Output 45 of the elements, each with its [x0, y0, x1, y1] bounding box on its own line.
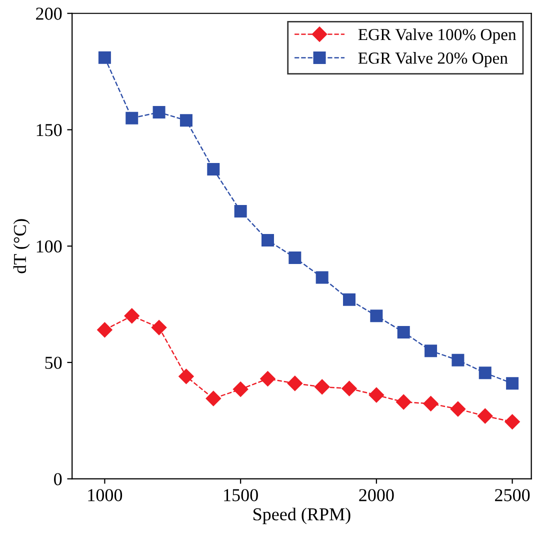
point — [206, 390, 221, 406]
point — [180, 114, 192, 127]
point — [260, 371, 276, 386]
y-tick-label: 100 — [36, 240, 62, 253]
legend-label: EGR Valve 20% Open — [358, 52, 508, 68]
point — [126, 112, 138, 124]
point — [234, 204, 247, 218]
y-tick-label: 150 — [36, 124, 62, 136]
point — [343, 293, 356, 306]
point — [97, 322, 112, 338]
point — [370, 310, 383, 322]
point — [207, 163, 220, 176]
legend-label: EGR Valve 100% Open — [358, 28, 516, 44]
point — [314, 379, 330, 394]
point — [151, 320, 167, 336]
point — [506, 377, 519, 390]
point — [450, 401, 466, 417]
point — [424, 344, 438, 358]
point — [397, 326, 410, 338]
x-tick-label: 2500 — [495, 489, 530, 502]
y-tick-label: 50 — [45, 356, 62, 369]
y-axis-title: dT (°C) — [13, 219, 30, 274]
y-tick-label: 200 — [36, 8, 62, 20]
point — [98, 51, 111, 64]
x-axis-title: Speed (RPM) — [254, 508, 350, 524]
point — [478, 408, 493, 424]
point — [396, 394, 412, 410]
point — [152, 106, 166, 119]
point — [261, 234, 274, 247]
point — [288, 251, 302, 264]
point — [124, 308, 140, 324]
x-tick-label: 1000 — [88, 489, 122, 502]
x-tick-label: 1500 — [224, 489, 258, 502]
x-tick-label: 2000 — [359, 489, 394, 502]
point — [342, 380, 357, 396]
point — [316, 271, 328, 284]
y-tick-label: 0 — [54, 473, 62, 486]
point — [423, 396, 438, 412]
point — [452, 354, 464, 366]
point — [368, 387, 384, 403]
point — [478, 366, 492, 380]
point — [504, 414, 520, 430]
point — [287, 376, 302, 391]
point — [178, 368, 194, 384]
point — [233, 382, 248, 397]
